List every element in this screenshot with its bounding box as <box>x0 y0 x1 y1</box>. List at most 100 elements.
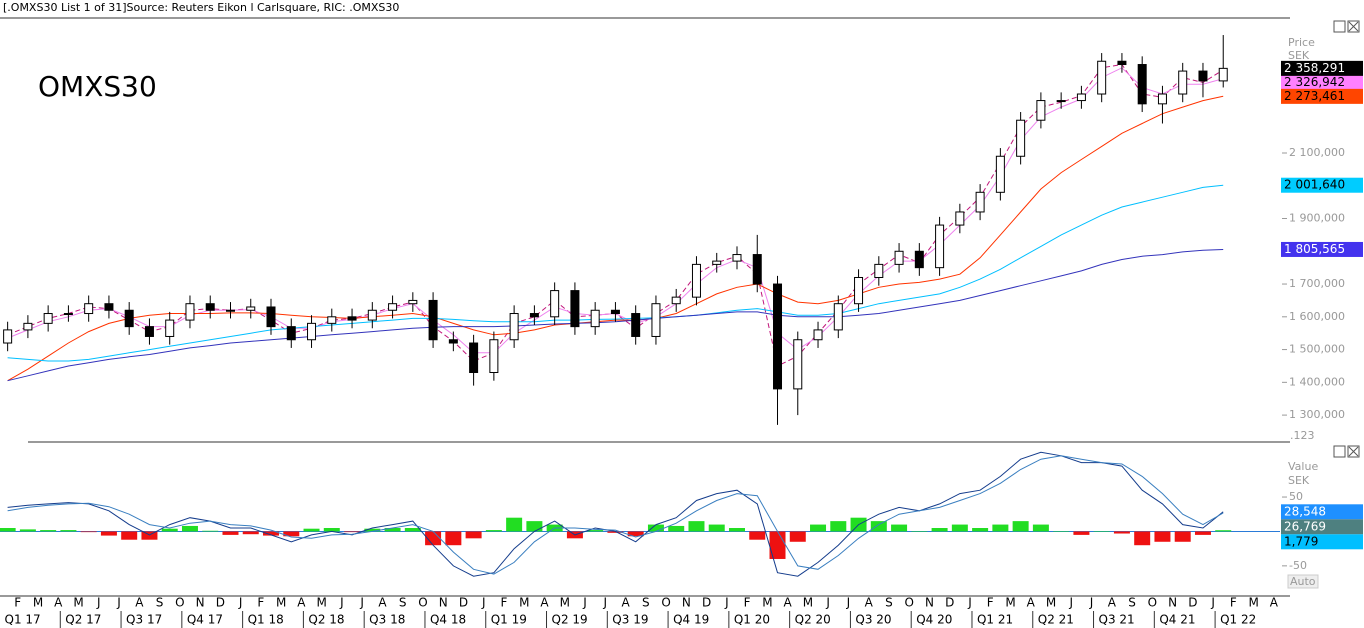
x-tick-label: A <box>621 596 630 610</box>
x-tick-label: A <box>135 596 144 610</box>
histogram-bar <box>141 531 158 540</box>
x-tick-label: M <box>276 596 286 610</box>
histogram-bar <box>121 531 138 540</box>
quarter-label: Q2 19 <box>552 613 588 627</box>
quarter-label: Q1 17 <box>5 613 41 627</box>
candle-body <box>428 299 438 341</box>
x-tick-label: D <box>1188 596 1197 610</box>
quarter-label: Q3 21 <box>1099 613 1135 627</box>
indicator-axis-label: Value <box>1288 460 1318 473</box>
candle-body <box>570 290 580 328</box>
histogram-bar <box>485 530 502 532</box>
histogram-bar <box>951 524 968 532</box>
close-icon <box>1348 446 1359 457</box>
histogram-bar <box>19 529 36 532</box>
candle-body <box>307 322 317 341</box>
quarter-label: Q1 19 <box>491 613 527 627</box>
candle-body <box>529 313 539 318</box>
x-tick-label: S <box>399 596 407 610</box>
x-tick-label: J <box>825 596 830 610</box>
x-tick-label: S <box>885 596 893 610</box>
candle-body <box>347 316 357 321</box>
histogram-bar <box>587 530 604 532</box>
histogram-bar <box>222 531 239 535</box>
series-value-label-box <box>1281 177 1363 193</box>
x-tick-label: N <box>925 596 934 610</box>
price-axis-label: Price <box>1288 36 1315 49</box>
x-tick-label: M <box>762 596 772 610</box>
candle-body <box>63 313 73 316</box>
x-tick-label: M <box>803 596 813 610</box>
series-value-label: 2 273,461 <box>1284 89 1345 103</box>
x-tick-label: O <box>418 596 427 610</box>
quarter-label: Q3 18 <box>369 613 405 627</box>
quarter-label: Q4 19 <box>673 613 709 627</box>
histogram-bar <box>607 531 624 533</box>
close-icon <box>1348 21 1359 32</box>
x-tick-label: M <box>519 596 529 610</box>
histogram-bar <box>202 530 219 532</box>
histogram-bar <box>870 521 887 532</box>
histogram-bar <box>40 530 57 532</box>
x-tick-label: D <box>702 596 711 610</box>
candle-body <box>266 306 276 328</box>
series-value-label-box <box>1281 74 1363 90</box>
histogram-bar <box>1134 531 1151 546</box>
restore-button[interactable] <box>1333 20 1346 33</box>
histogram-bar <box>627 531 644 537</box>
quarter-label: Q2 20 <box>795 613 831 627</box>
auto-box[interactable] <box>1287 574 1319 589</box>
histogram-bar <box>688 521 705 532</box>
quarter-label: Q4 21 <box>1159 613 1195 627</box>
x-tick-label: J <box>238 596 243 610</box>
candle-body <box>448 339 458 344</box>
series-value-label: 1 805,565 <box>1284 242 1345 256</box>
histogram-bar <box>1215 530 1232 532</box>
restore-button[interactable] <box>1333 445 1346 458</box>
histogram-bar <box>1113 531 1130 534</box>
y-tick-label: 1 300,000 <box>1289 408 1345 421</box>
candle-body <box>833 303 843 331</box>
candle-body <box>1036 100 1046 121</box>
y-tick-label: 1 500,000 <box>1289 343 1345 356</box>
histogram-bar <box>749 531 766 540</box>
histogram-bar <box>789 531 806 542</box>
histogram-bar <box>1093 531 1110 532</box>
x-tick-label: D <box>216 596 225 610</box>
x-tick-label: J <box>846 596 851 610</box>
histogram-bar <box>810 524 827 532</box>
x-tick-label: F <box>257 596 264 610</box>
candle-body <box>813 329 823 341</box>
quarter-label: Q3 17 <box>126 613 162 627</box>
x-tick-label: J <box>1089 596 1094 610</box>
candle-body <box>691 263 701 298</box>
candle-body <box>712 260 722 265</box>
x-tick-label: N <box>196 596 205 610</box>
candle-body <box>104 303 114 311</box>
histogram-bar <box>830 521 847 532</box>
candle-body <box>388 303 398 311</box>
candle-body <box>327 316 337 324</box>
histogram-bar <box>972 528 989 532</box>
indicator-value-label: 28,548 <box>1284 504 1326 518</box>
candle-body <box>225 309 235 312</box>
candle-body <box>43 313 53 324</box>
x-tick-label: A <box>865 596 874 610</box>
candle-body <box>610 309 620 315</box>
candle-body <box>165 319 175 337</box>
histogram-bar <box>242 531 259 535</box>
quarter-label: Q4 18 <box>430 613 466 627</box>
x-tick-label: D <box>459 596 468 610</box>
x-tick-label: S <box>642 596 650 610</box>
candle-body <box>935 224 945 269</box>
histogram-bar <box>364 528 381 532</box>
indicator-value-label: 26,769 <box>1284 519 1326 533</box>
y2-tick-label: -50 <box>1289 559 1307 572</box>
indicator-value-label-box <box>1281 504 1363 520</box>
histogram-bar <box>384 528 401 532</box>
y-tick-label: 1 900,000 <box>1289 212 1345 225</box>
x-tick-label: O <box>661 596 670 610</box>
price-unit: SEK <box>1288 49 1310 62</box>
indicator-line <box>7 455 1224 575</box>
candle-body <box>995 155 1005 193</box>
